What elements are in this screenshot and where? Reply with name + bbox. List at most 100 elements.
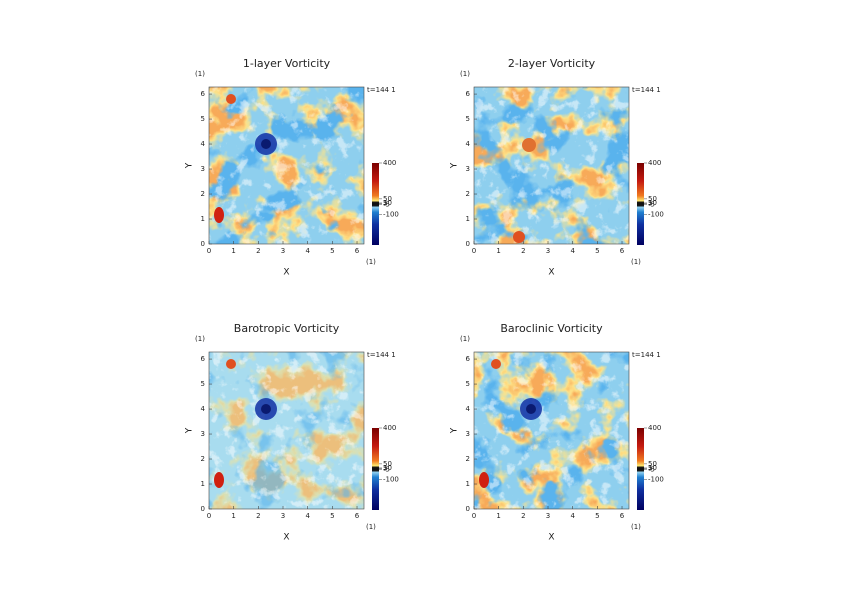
y-tick-label: 5 bbox=[201, 115, 205, 123]
plot-frame bbox=[208, 86, 365, 245]
y-unit-label: (1) bbox=[195, 335, 205, 343]
y-unit-label: (1) bbox=[195, 70, 205, 78]
x-unit-label: (1) bbox=[631, 258, 641, 266]
x-tick-label: 1 bbox=[496, 512, 500, 520]
y-tick-label: 4 bbox=[201, 140, 206, 148]
x-axis-label: X bbox=[283, 268, 289, 278]
colorbar bbox=[372, 163, 379, 245]
y-tick-label: 3 bbox=[466, 165, 470, 173]
colorbar-tick-label: 400 bbox=[383, 159, 396, 167]
y-unit-label: (1) bbox=[460, 335, 470, 343]
colorbar-tick-label: 400 bbox=[383, 424, 396, 432]
y-tick-label: 1 bbox=[201, 215, 205, 223]
y-tick-label: 2 bbox=[201, 455, 205, 463]
colorbar-tick-label: 5 bbox=[383, 199, 387, 207]
y-axis-label: Y bbox=[450, 427, 460, 434]
colorbar-tick-label: 5 bbox=[648, 199, 652, 207]
plot-frame bbox=[473, 351, 630, 510]
x-tick-label: 2 bbox=[521, 247, 525, 255]
x-unit-label: (1) bbox=[631, 523, 641, 531]
y-tick-label: 0 bbox=[466, 240, 470, 248]
annotation: t=144 1 bbox=[632, 351, 661, 359]
chart-title: 1-layer Vorticity bbox=[243, 57, 331, 70]
y-tick-label: 0 bbox=[201, 505, 205, 513]
colorbar-tick-label: 5 bbox=[383, 464, 387, 472]
colorbar-tick-label: 50 bbox=[648, 195, 657, 203]
y-tick-label: 3 bbox=[201, 165, 205, 173]
field bbox=[474, 352, 629, 509]
annotation: t=144 1 bbox=[632, 86, 661, 94]
y-axis-label: Y bbox=[185, 427, 195, 434]
colorbar-tick-label: -100 bbox=[648, 210, 664, 218]
x-tick-label: 2 bbox=[521, 512, 525, 520]
x-tick-label: 0 bbox=[472, 512, 476, 520]
x-tick-label: 4 bbox=[570, 512, 575, 520]
colorbar-tick-label: 50 bbox=[648, 460, 657, 468]
y-axis-label: Y bbox=[450, 162, 460, 169]
field bbox=[474, 87, 629, 244]
field-streak bbox=[474, 87, 629, 244]
x-axis-label: X bbox=[548, 268, 554, 278]
y-unit-label: (1) bbox=[460, 70, 470, 78]
colorbar-tick-label: -5 bbox=[383, 201, 390, 209]
y-tick-label: 2 bbox=[201, 190, 205, 198]
colorbar bbox=[637, 163, 644, 245]
field bbox=[209, 352, 364, 509]
x-axis-label: X bbox=[283, 533, 289, 543]
blob bbox=[513, 231, 525, 243]
x-tick-label: 4 bbox=[570, 247, 575, 255]
colorbar-tick-label: -5 bbox=[383, 466, 390, 474]
field-streak bbox=[474, 352, 629, 509]
chart-title: 2-layer Vorticity bbox=[508, 57, 596, 70]
y-tick-label: 6 bbox=[201, 90, 206, 98]
plot-frame bbox=[473, 86, 630, 245]
blob bbox=[226, 359, 236, 369]
colorbar-tick-label: -5 bbox=[648, 466, 655, 474]
y-tick-label: 6 bbox=[466, 90, 471, 98]
colorbar-tick-label: -5 bbox=[648, 201, 655, 209]
field bbox=[209, 87, 364, 244]
annotation: t=144 1 bbox=[367, 86, 396, 94]
y-axis-label: Y bbox=[185, 162, 195, 169]
y-tick-label: 5 bbox=[466, 115, 470, 123]
y-tick-label: 4 bbox=[466, 140, 471, 148]
annotation: t=144 1 bbox=[367, 351, 396, 359]
blob bbox=[214, 207, 224, 223]
colorbar-tick-label: 10 bbox=[648, 199, 657, 207]
colorbar-tick-label: -100 bbox=[383, 475, 399, 483]
y-tick-label: 5 bbox=[201, 380, 205, 388]
x-axis-label: X bbox=[548, 533, 554, 543]
colorbar-tick-label: 50 bbox=[383, 460, 392, 468]
field-streak bbox=[209, 352, 364, 509]
x-tick-label: 5 bbox=[330, 247, 334, 255]
x-unit-label: (1) bbox=[366, 258, 376, 266]
blob bbox=[491, 359, 501, 369]
colorbar-tick-label: 10 bbox=[383, 199, 392, 207]
x-tick-label: 0 bbox=[207, 512, 211, 520]
y-tick-label: 0 bbox=[466, 505, 470, 513]
colorbar-tick-label: 50 bbox=[383, 195, 392, 203]
blob bbox=[479, 472, 489, 488]
x-tick-label: 5 bbox=[595, 512, 599, 520]
x-tick-label: 1 bbox=[231, 247, 235, 255]
x-tick-label: 0 bbox=[472, 247, 476, 255]
y-tick-label: 6 bbox=[466, 355, 471, 363]
x-tick-label: 2 bbox=[256, 512, 260, 520]
x-tick-label: 2 bbox=[256, 247, 260, 255]
colorbar bbox=[372, 428, 379, 510]
y-tick-label: 2 bbox=[466, 455, 470, 463]
x-tick-label: 3 bbox=[281, 512, 285, 520]
y-tick-label: 1 bbox=[466, 480, 470, 488]
x-unit-label: (1) bbox=[366, 523, 376, 531]
x-tick-label: 1 bbox=[231, 512, 235, 520]
x-tick-label: 3 bbox=[546, 512, 550, 520]
vortex-core bbox=[526, 404, 536, 414]
x-tick-label: 6 bbox=[355, 247, 360, 255]
colorbar-tick-label: 10 bbox=[648, 464, 657, 472]
colorbar bbox=[637, 428, 644, 510]
y-tick-label: 1 bbox=[201, 480, 205, 488]
colorbar-tick-label: -100 bbox=[383, 210, 399, 218]
x-tick-label: 4 bbox=[305, 512, 310, 520]
